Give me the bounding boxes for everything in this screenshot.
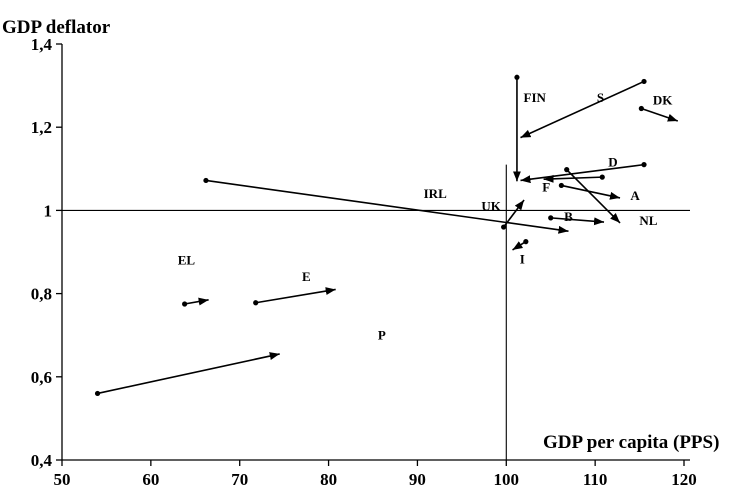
start-point-d [641,162,647,168]
series-i: I [512,239,529,267]
series-p: P [94,327,386,397]
arrow-i [512,240,527,251]
arrow-irl [205,179,569,234]
start-point-irl [203,177,209,184]
arrow-d [520,163,645,184]
label-el: EL [178,252,196,267]
x-tick-label: 50 [54,470,71,489]
series-f: F [542,174,605,195]
label-fin: FIN [524,90,547,105]
x-axis-ticks: 50 60 70 80 90 100 110 120 [54,460,697,489]
start-point-e [253,300,259,306]
series-irl: IRL [203,177,569,234]
x-tick-label: 60 [142,470,159,489]
arrow-a [561,184,621,200]
label-uk: UK [481,198,501,213]
arrow-uk [502,199,525,228]
series-s: S [520,78,647,139]
x-tick-label: 100 [494,470,520,489]
series-e: E [253,269,336,306]
series-el: EL [178,252,209,307]
label-d: D [608,155,617,170]
x-tick-label: 80 [320,470,337,489]
x-tick-label: 120 [671,470,697,489]
x-tick-label: 90 [409,470,426,489]
series-d: D [520,155,647,184]
label-dk: DK [653,92,673,107]
country-arrows: P EL E IRL UK I FIN S DK D F A NL B [94,74,679,397]
label-i: I [520,252,525,267]
y-tick-label: 1,2 [31,118,52,137]
x-tick-label: 70 [231,470,248,489]
y-axis-ticks: 0,4 0,6 0,8 1 1,2 1,4 [31,35,62,470]
series-fin: FIN [512,74,547,182]
y-tick-label: 1 [44,201,53,220]
arrow-b [550,217,605,226]
label-s: S [597,90,604,105]
start-point-p [94,390,101,397]
y-axis-title: GDP deflator [2,17,111,38]
start-point-nl [564,167,570,173]
label-a: A [630,188,640,203]
arrow-el [184,297,209,306]
x-axis-title: GDP per capita (PPS) [543,432,719,453]
series-uk: UK [481,198,525,230]
start-point-fin [514,74,520,80]
label-f: F [542,180,550,195]
label-b: B [564,209,573,224]
arrow-dk [641,107,679,122]
label-irl: IRL [424,186,447,201]
start-point-uk [501,224,507,230]
x-tick-label: 110 [583,470,608,489]
arrow-s [520,80,645,139]
series-b: B [548,209,605,226]
label-nl: NL [639,213,657,228]
series-a: A [558,182,640,203]
arrow-p [97,352,280,395]
arrow-f [543,174,603,183]
start-point-b [548,215,554,221]
start-point-a [558,182,564,189]
series-dk: DK [638,92,679,122]
arrow-e [255,287,336,304]
start-point-dk [638,105,644,112]
start-point-f [599,174,605,180]
start-point-s [641,78,647,85]
start-point-el [182,301,188,307]
arrow-nl [566,169,621,224]
y-tick-label: 0,4 [31,451,53,470]
y-tick-label: 1,4 [31,35,53,54]
y-tick-label: 0,6 [31,368,52,387]
start-point-i [523,239,529,245]
series-nl: NL [564,167,658,228]
label-p: P [378,327,386,342]
y-tick-label: 0,8 [31,285,52,304]
label-e: E [302,269,311,284]
